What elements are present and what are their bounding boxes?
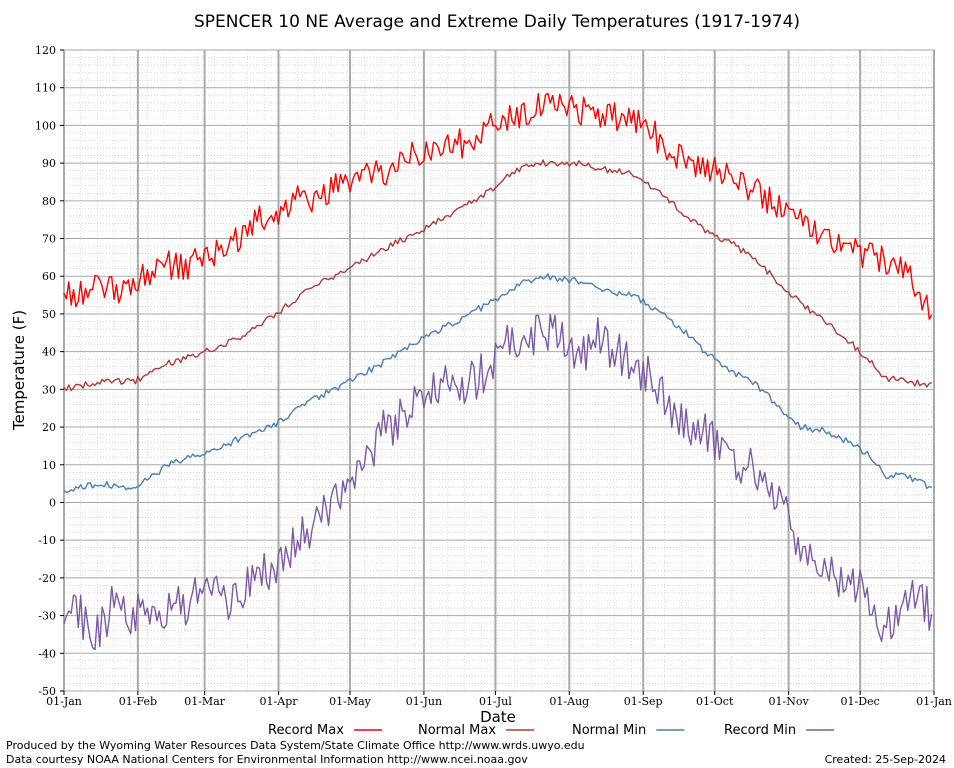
x-tick-label: 01-Jun: [406, 695, 442, 708]
x-tick-label: 01-Dec: [841, 695, 880, 708]
y-tick-label: 90: [42, 157, 56, 170]
y-axis-ticks: -50 -40 -30 -20 -10 0 10 20 30 40 50 60 70 80 90 100 110…: [35, 44, 64, 698]
minor-grid: [63, 50, 934, 691]
x-tick-label: 01-Sep: [624, 695, 663, 708]
legend-label: Record Min: [724, 723, 796, 738]
x-tick-label: 01-Jan: [916, 695, 952, 708]
series-line-normal-min: [63, 273, 932, 493]
x-tick-label: 01-Jan: [46, 695, 82, 708]
series-line-normal-max: [63, 159, 932, 392]
legend: Record Max Normal Max Normal Min Record Min: [268, 723, 835, 738]
y-tick-label: 100: [35, 119, 56, 132]
y-tick-label: 70: [42, 233, 56, 246]
legend-label: Record Max: [268, 723, 344, 738]
y-tick-label: -10: [38, 534, 56, 547]
legend-label: Normal Min: [572, 723, 646, 738]
y-tick-label: 40: [42, 346, 56, 359]
y-tick-label: 50: [42, 308, 56, 321]
y-tick-label: -30: [38, 610, 56, 623]
y-tick-label: -20: [38, 572, 56, 585]
x-tick-label: 01-Oct: [696, 695, 734, 708]
plot-area: [63, 49, 935, 692]
chart-title: SPENCER 10 NE Average and Extreme Daily …: [194, 12, 800, 32]
y-tick-label: -50: [38, 685, 56, 698]
legend-label: Normal Max: [418, 723, 496, 738]
series-line-record-min: [63, 313, 933, 651]
major-grid: [63, 49, 935, 692]
y-tick-label: 0: [49, 496, 56, 509]
footer-created-date: Created: 25-Sep-2024: [824, 753, 946, 766]
x-axis-label: Date: [480, 708, 516, 726]
y-tick-label: 30: [42, 383, 56, 396]
x-tick-label: 01-Apr: [260, 695, 299, 708]
x-tick-label: 01-Jul: [479, 695, 512, 708]
x-tick-label: 01-Feb: [119, 695, 157, 708]
x-tick-label: 01-Mar: [184, 695, 226, 708]
footer-produced-by: Produced by the Wyoming Water Resources …: [6, 739, 585, 752]
y-tick-label: -40: [38, 647, 56, 660]
y-tick-label: 10: [42, 459, 56, 472]
y-tick-label: 80: [42, 195, 56, 208]
x-tick-label: 01-Nov: [769, 695, 810, 708]
y-tick-label: 120: [35, 44, 56, 57]
y-tick-label: 20: [42, 421, 56, 434]
y-tick-label: 110: [35, 82, 56, 95]
plot-frame: [63, 49, 935, 692]
x-tick-label: 01-Aug: [549, 695, 589, 708]
series-line-record-max: [63, 92, 933, 320]
x-tick-label: 01-May: [329, 695, 372, 708]
series-lines: [63, 92, 933, 651]
x-axis-ticks: 01-Jan 01-Feb 01-Mar 01-Apr 01-May 01-Jun 01-J…: [46, 691, 952, 708]
y-axis-label: Temperature (F): [10, 310, 28, 431]
y-tick-label: 60: [42, 270, 56, 283]
footer-data-courtesy: Data courtesy NOAA National Centers for …: [6, 753, 528, 766]
